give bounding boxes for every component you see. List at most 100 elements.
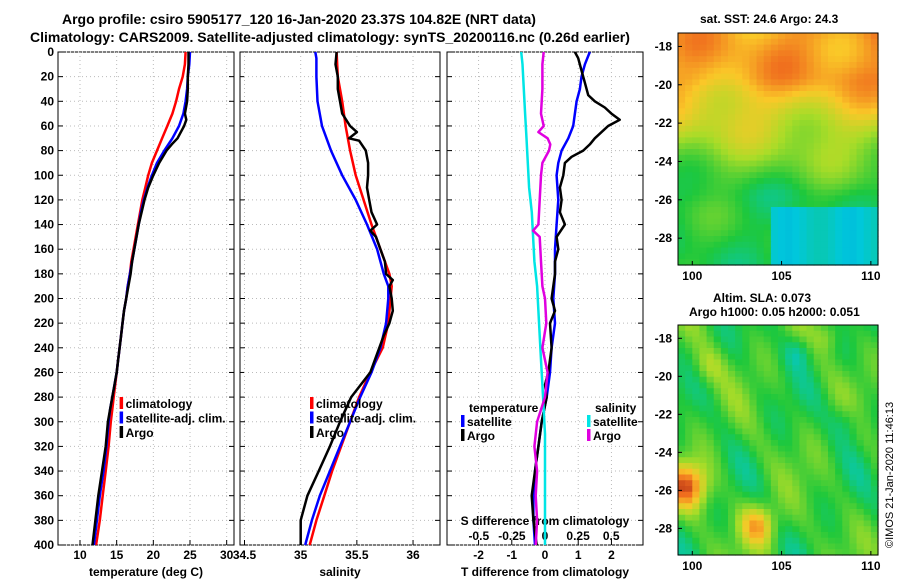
map-cell [770,259,779,266]
map-cell [685,451,693,458]
map-cell [735,411,743,418]
map-cell [756,108,765,115]
map-cell [849,468,858,476]
map-cell [828,480,836,487]
map-cell [749,224,758,231]
map-cell [770,50,779,57]
map-cell [785,365,793,372]
map-cell [699,79,708,86]
map-cell [863,108,872,115]
map-cell [692,212,701,220]
map-cell [785,342,793,349]
map-cell [842,486,851,493]
map-cell [678,50,686,57]
map-cell [799,376,808,384]
map-cell [735,50,743,57]
map-cell [856,33,865,40]
map-cell [749,365,758,372]
map-cell [713,178,722,185]
map-cell [699,50,708,57]
map-cell [720,62,729,69]
map-cell [728,520,736,527]
map-cell [870,108,879,115]
map-cell [685,44,693,51]
map-cell [820,50,829,57]
map-cell [699,241,708,249]
map-cell [799,195,808,202]
map-cell [749,440,758,447]
map-cell [835,509,843,516]
map-cell [820,183,829,191]
map-cell [813,376,822,384]
map-cell [685,422,693,430]
map-cell [842,480,851,487]
map-cell [813,468,822,476]
map-cell [785,230,793,237]
map-cell [699,120,708,127]
map-cell [678,549,686,556]
map-cell [678,183,686,191]
map-cell [770,195,779,202]
map-cell [742,463,751,470]
map-cell [699,56,708,63]
map-cell [856,434,865,441]
map-cell [685,149,693,156]
map-cell [713,422,722,430]
map-cell [706,463,715,470]
map-cell [756,463,765,470]
map-cell [828,241,836,249]
map-cell [799,514,808,522]
map-cell [735,172,743,179]
map-cell [820,114,829,121]
map-cell [756,388,765,395]
map-cell [742,348,751,355]
map-cell [685,486,693,493]
map-cell [713,62,722,69]
map-cell [713,96,722,104]
map-cell [756,160,765,167]
map-cell [813,62,822,69]
map-cell [778,394,786,401]
secondary-tick-label: 0.25 [566,529,590,543]
map-cell [813,417,822,424]
map-cell [678,236,686,243]
map-cell [742,160,751,167]
map-cell [728,253,736,260]
map-cell [742,480,751,487]
map-cell [713,201,722,208]
sst-map-title: sat. SST: 24.6 Argo: 24.3 [700,12,839,26]
map-cell [835,405,843,412]
map-cell [835,56,843,63]
map-cell [785,125,793,133]
map-cell [685,212,693,220]
map-cell [749,388,758,395]
map-cell [778,371,786,378]
map-cell [735,543,743,550]
map-cell [713,44,722,51]
map-cell [685,376,693,384]
map-cell [828,532,836,539]
map-cell [820,253,829,260]
map-cell [685,38,693,46]
map-cell [706,486,715,493]
map-cell [785,79,793,86]
map-cell [692,230,701,237]
map-cell [685,411,693,418]
map-cell [770,468,779,476]
map-cell [863,120,872,127]
map-cell [756,33,765,40]
map-cell [835,189,843,196]
map-cell [685,342,693,349]
map-cell [785,154,793,162]
map-cell [856,85,865,92]
map-cell [820,399,829,407]
map-cell [678,434,686,441]
map-cell [749,526,758,533]
map-cell [813,50,822,57]
map-cell [828,342,836,349]
map-cell [749,96,758,104]
map-cell [792,382,801,389]
map-cell [763,201,772,208]
map-cell [835,166,843,173]
map-cell [863,137,872,144]
